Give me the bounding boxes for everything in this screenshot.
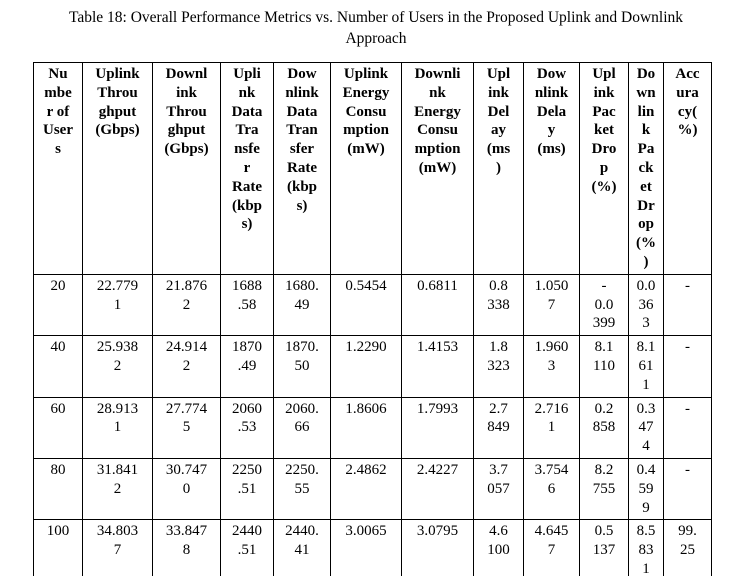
header-uplink-data-transfer-rate: Upli nk Data Tra nsfe r Rate (kbp s) bbox=[220, 62, 274, 275]
table-row-users-60: 60 28.913 1 27.774 5 2060 .53 2060. 66 1… bbox=[33, 396, 712, 459]
table-cell: 25.938 2 bbox=[82, 335, 153, 398]
table-cell: 1870. 50 bbox=[273, 335, 331, 398]
header-uplink-throughput: Uplink Throu ghput (Gbps) bbox=[82, 62, 153, 275]
table-cell: 1.050 7 bbox=[523, 273, 580, 337]
table-cell: 2.7 849 bbox=[473, 396, 524, 459]
table-cell: 0.4 59 9 bbox=[628, 457, 664, 521]
table-cell: - bbox=[663, 335, 712, 398]
table-cell: 22.779 1 bbox=[82, 273, 153, 337]
header-downlink-delay: Dow nlink Dela y (ms) bbox=[523, 62, 580, 275]
table-cell: 1.2290 bbox=[330, 335, 402, 398]
table-cell: 0.5 137 bbox=[579, 519, 629, 576]
table-header-row: Nu mbe r of User s Uplink Throu ghput (G… bbox=[33, 62, 712, 275]
table-cell: 4.645 7 bbox=[523, 519, 580, 576]
table-cell: 0.3 47 4 bbox=[628, 396, 664, 459]
table-cell: 2250 .51 bbox=[220, 457, 274, 521]
table-cell: 28.913 1 bbox=[82, 396, 153, 459]
table-cell: 3.7 057 bbox=[473, 457, 524, 521]
table-cell: 1.4153 bbox=[401, 335, 474, 398]
table-cell: 80 bbox=[33, 457, 83, 521]
table-cell: 3.0795 bbox=[401, 519, 474, 576]
header-uplink-energy-consumption: Uplink Energy Consu mption (mW) bbox=[330, 62, 402, 275]
table-cell: 8.5 83 1 bbox=[628, 519, 664, 576]
table-cell: 2060. 66 bbox=[273, 396, 331, 459]
table-cell: 40 bbox=[33, 335, 83, 398]
performance-metrics-table: Nu mbe r of User s Uplink Throu ghput (G… bbox=[33, 62, 712, 576]
table-cell: 24.914 2 bbox=[152, 335, 221, 398]
table-cell: 99. 25 bbox=[663, 519, 712, 576]
table-cell: 0.5454 bbox=[330, 273, 402, 337]
table-cell: 1.960 3 bbox=[523, 335, 580, 398]
table-cell: 31.841 2 bbox=[82, 457, 153, 521]
header-uplink-delay: Upl ink Del ay (ms ) bbox=[473, 62, 524, 275]
table-cell: 2440 .51 bbox=[220, 519, 274, 576]
table-cell: 1.8 323 bbox=[473, 335, 524, 398]
table-cell: 1.8606 bbox=[330, 396, 402, 459]
table-cell: 0.2 858 bbox=[579, 396, 629, 459]
table-cell: 1680. 49 bbox=[273, 273, 331, 337]
header-accuracy: Acc ura cy( %) bbox=[663, 62, 712, 275]
table-cell: 8.2 755 bbox=[579, 457, 629, 521]
table-cell: 2.716 1 bbox=[523, 396, 580, 459]
table-cell: - bbox=[663, 457, 712, 521]
header-downlink-energy-consumption: Downli nk Energy Consu mption (mW) bbox=[401, 62, 474, 275]
table-cell: 27.774 5 bbox=[152, 396, 221, 459]
table-cell: 0.6811 bbox=[401, 273, 474, 337]
table-cell: - 0.0 399 bbox=[579, 273, 629, 337]
table-cell: 2.4862 bbox=[330, 457, 402, 521]
table-cell: 3.754 6 bbox=[523, 457, 580, 521]
table-row-users-20: 20 22.779 1 21.876 2 1688 .58 1680. 49 0… bbox=[33, 273, 712, 337]
table-row-users-40: 40 25.938 2 24.914 2 1870 .49 1870. 50 1… bbox=[33, 335, 712, 398]
table-cell: 1688 .58 bbox=[220, 273, 274, 337]
table-cell: 3.0065 bbox=[330, 519, 402, 576]
header-downlink-packet-drop: Do wn lin k Pa ck et Dr op (% ) bbox=[628, 62, 664, 275]
table-cell: 4.6 100 bbox=[473, 519, 524, 576]
header-number-of-users: Nu mbe r of User s bbox=[33, 62, 83, 275]
header-downlink-throughput: Downl ink Throu ghput (Gbps) bbox=[152, 62, 221, 275]
table-cell: 1870 .49 bbox=[220, 335, 274, 398]
table-cell: 34.803 7 bbox=[82, 519, 153, 576]
table-cell: 8.1 110 bbox=[579, 335, 629, 398]
table-cell: 100 bbox=[33, 519, 83, 576]
table-cell: 2060 .53 bbox=[220, 396, 274, 459]
header-downlink-data-transfer-rate: Dow nlink Data Tran sfer Rate (kbp s) bbox=[273, 62, 331, 275]
table-cell: - bbox=[663, 273, 712, 337]
header-uplink-packet-drop: Upl ink Pac ket Dro p (%) bbox=[579, 62, 629, 275]
table-cell: 30.747 0 bbox=[152, 457, 221, 521]
table-cell: - bbox=[663, 396, 712, 459]
table-cell: 0.8 338 bbox=[473, 273, 524, 337]
table-cell: 20 bbox=[33, 273, 83, 337]
table-cell: 8.1 61 1 bbox=[628, 335, 664, 398]
table-cell: 1.7993 bbox=[401, 396, 474, 459]
table-cell: 2.4227 bbox=[401, 457, 474, 521]
table-row-users-80: 80 31.841 2 30.747 0 2250 .51 2250. 55 2… bbox=[33, 457, 712, 521]
table-cell: 21.876 2 bbox=[152, 273, 221, 337]
table-cell: 60 bbox=[33, 396, 83, 459]
table-row-users-100: 100 34.803 7 33.847 8 2440 .51 2440. 41 … bbox=[33, 519, 712, 576]
table-cell: 0.0 36 3 bbox=[628, 273, 664, 337]
table-caption: Table 18: Overall Performance Metrics vs… bbox=[68, 9, 684, 47]
table-cell: 2440. 41 bbox=[273, 519, 331, 576]
table-cell: 2250. 55 bbox=[273, 457, 331, 521]
table-cell: 33.847 8 bbox=[152, 519, 221, 576]
